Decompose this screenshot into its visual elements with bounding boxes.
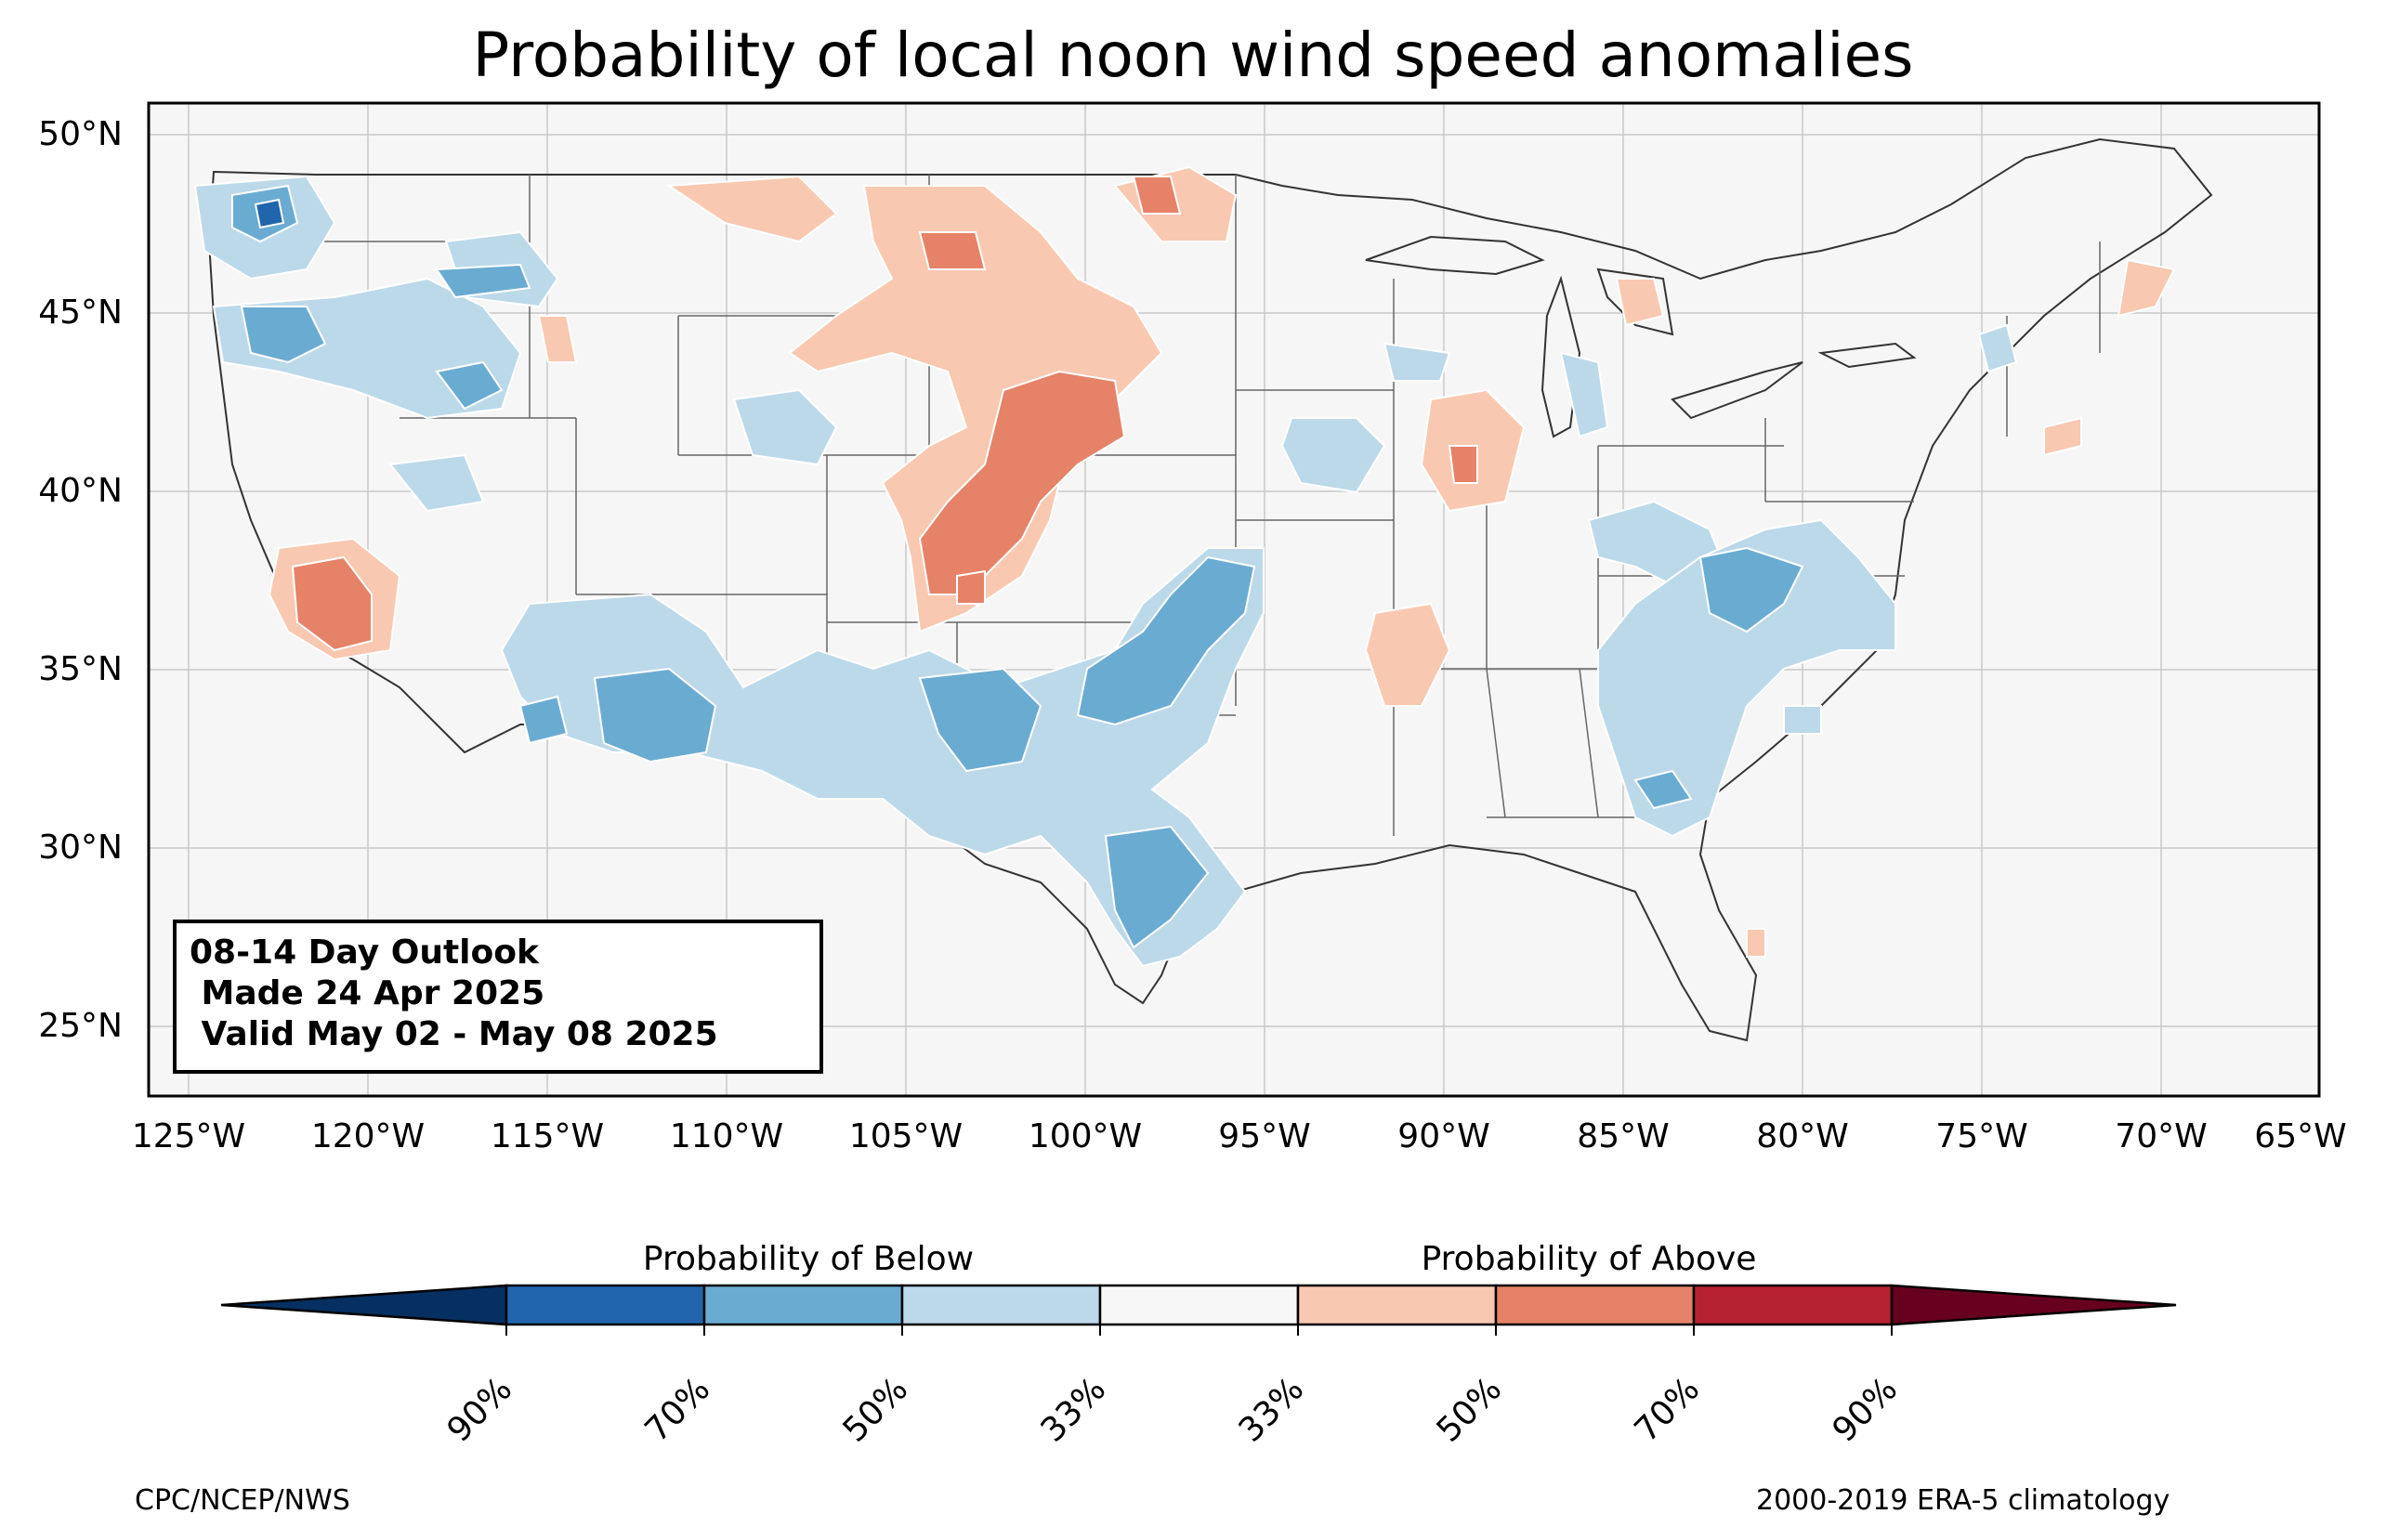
lat-label: 45°N xyxy=(38,294,123,332)
outlook-valid-dates: Valid May 02 - May 08 2025 xyxy=(190,1015,718,1053)
lon-label: 80°W xyxy=(1756,1117,1849,1155)
below-70-areas xyxy=(254,198,285,229)
lon-label: 110°W xyxy=(669,1117,784,1155)
credit-agency: CPC/NCEP/NWS xyxy=(135,1484,350,1517)
lon-label: 70°W xyxy=(2115,1117,2208,1155)
us-coastline xyxy=(207,137,2213,1042)
lat-label: 40°N xyxy=(38,472,123,510)
colorbar-below-label: Probability of Below xyxy=(642,1240,975,1278)
lat-label: 30°N xyxy=(38,829,123,867)
colorbar-swatch-4 xyxy=(1098,1284,1300,1326)
lon-label: 90°W xyxy=(1397,1117,1490,1155)
colorbar-swatch-7 xyxy=(1692,1284,1894,1326)
lon-label: 100°W xyxy=(1028,1117,1143,1155)
above-50-areas xyxy=(291,176,1478,652)
credit-climatology: 2000-2019 ERA-5 climatology xyxy=(1756,1484,2170,1517)
colorbar-ticks xyxy=(505,1325,1893,1336)
lat-label: 25°N xyxy=(38,1007,123,1045)
lon-label: 95°W xyxy=(1218,1117,1311,1155)
lat-label: 35°N xyxy=(38,650,123,688)
outlook-info-box: 08-14 Day Outlook Made 24 Apr 2025 Valid… xyxy=(173,920,823,1074)
lon-label: 75°W xyxy=(1935,1117,2028,1155)
map-frame xyxy=(147,101,2321,1098)
colorbar-swatch-8 xyxy=(1890,1284,2177,1326)
lon-label: 85°W xyxy=(1577,1117,1670,1155)
map-title: Probability of local noon wind speed ano… xyxy=(472,20,1914,91)
lon-label: 120°W xyxy=(310,1117,426,1155)
lon-label: 115°W xyxy=(490,1117,605,1155)
colorbar-swatch-2 xyxy=(702,1284,904,1326)
lat-label: 50°N xyxy=(38,115,123,153)
lon-label: 125°W xyxy=(131,1117,246,1155)
outlook-made-date: Made 24 Apr 2025 xyxy=(190,974,545,1012)
lon-label: 65°W xyxy=(2254,1117,2347,1155)
colorbar-above-label: Probability of Above xyxy=(1421,1240,1757,1278)
colorbar-swatch-3 xyxy=(900,1284,1102,1326)
colorbar-swatch-1 xyxy=(505,1284,706,1326)
colorbar-swatch-0 xyxy=(220,1284,508,1326)
outlook-period: 08-14 Day Outlook xyxy=(190,933,539,972)
colorbar-swatch-6 xyxy=(1494,1284,1696,1326)
lon-label: 105°W xyxy=(848,1117,964,1155)
colorbar-swatch-5 xyxy=(1296,1284,1498,1326)
colorbar xyxy=(220,1284,2177,1326)
